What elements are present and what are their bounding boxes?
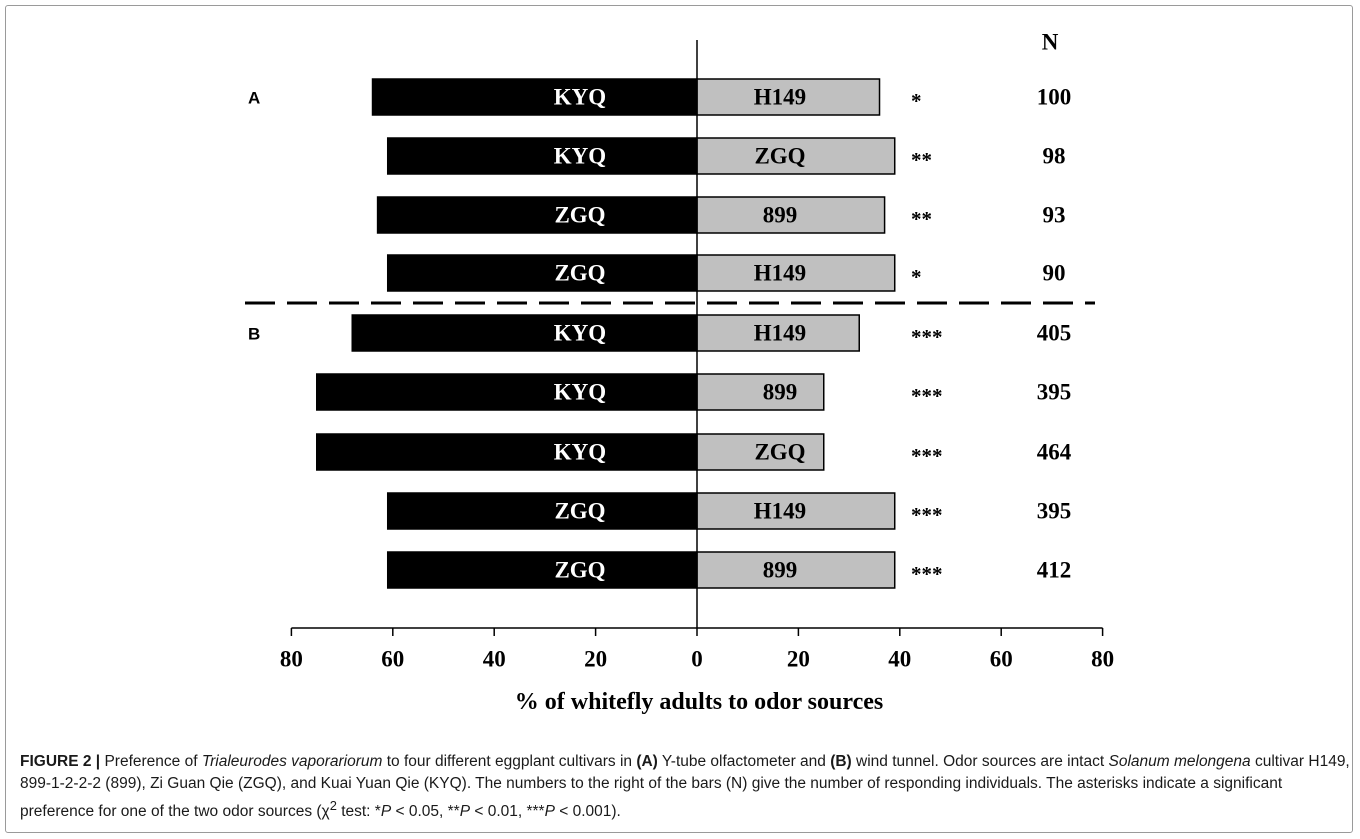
bar-right-label: H149 — [754, 85, 806, 110]
x-tick-label: 20 — [584, 647, 607, 672]
bar-left — [376, 196, 698, 234]
bar-left-label: ZGQ — [554, 261, 605, 286]
n-value: 405 — [1037, 321, 1072, 346]
bar-left — [386, 492, 698, 530]
significance-mark: * — [911, 265, 922, 289]
bar-left — [316, 373, 698, 411]
bar-left — [386, 254, 698, 292]
bar-left — [386, 551, 698, 589]
bar-left-label: KYQ — [554, 440, 606, 465]
bar-left-label: ZGQ — [554, 499, 605, 524]
significance-mark: *** — [911, 325, 943, 349]
bar-right-label: H149 — [754, 261, 806, 286]
bar-right-label: 899 — [763, 558, 798, 583]
x-tick-label: 40 — [483, 647, 506, 672]
significance-mark: ** — [911, 148, 932, 172]
n-value: 98 — [1043, 144, 1066, 169]
bar-right — [696, 196, 886, 234]
bar-right-label: 899 — [763, 380, 798, 405]
diverging-bar-chart: N A KYQ H149 * 100 KYQ ZGQ ** 98 ZGQ 899 ** 93 ZGQ H149… — [245, 30, 1114, 715]
bar-left-label: ZGQ — [554, 558, 605, 583]
n-value: 100 — [1037, 85, 1072, 110]
n-value: 93 — [1043, 203, 1066, 228]
bar-right — [696, 254, 896, 292]
x-tick-label: 60 — [990, 647, 1013, 672]
bar-right-label: 899 — [763, 203, 798, 228]
bar-left — [316, 433, 698, 471]
bar-left-label: KYQ — [554, 321, 606, 346]
significance-mark: *** — [911, 562, 943, 586]
significance-mark: *** — [911, 444, 943, 468]
significance-mark: *** — [911, 503, 943, 527]
bar-right — [696, 137, 896, 175]
significance-mark: * — [911, 89, 922, 113]
bar-left-label: ZGQ — [554, 203, 605, 228]
bar-right-label: ZGQ — [754, 144, 805, 169]
n-column-header: N — [1042, 30, 1059, 55]
bar-right — [696, 78, 881, 116]
bar-right-label: H149 — [754, 321, 806, 346]
caption-species: Trialeurodes vaporariorum — [201, 753, 383, 770]
bar-left-label: KYQ — [554, 380, 606, 405]
bar-left-label: KYQ — [554, 85, 606, 110]
n-value: 464 — [1037, 440, 1072, 465]
n-value: 395 — [1037, 499, 1072, 524]
caption-prefix: FIGURE 2 | — [20, 753, 101, 770]
x-tick-label: 60 — [381, 647, 404, 672]
n-value: 395 — [1037, 380, 1072, 405]
significance-mark: *** — [911, 384, 943, 408]
bar-left — [386, 137, 698, 175]
x-axis-label: % of whitefly adults to odor sources — [515, 689, 883, 715]
bar-right-label: ZGQ — [754, 440, 805, 465]
x-tick-label: 80 — [280, 647, 303, 672]
x-tick-label: 80 — [1091, 647, 1114, 672]
n-value: 412 — [1037, 558, 1072, 583]
figure-caption: FIGURE 2 | Preference of Trialeurodes va… — [20, 753, 1350, 821]
panel-label-b: B — [248, 325, 260, 344]
significance-mark: ** — [911, 207, 932, 231]
bar-left-label: KYQ — [554, 144, 606, 169]
bar-left — [371, 78, 698, 116]
n-value: 90 — [1043, 261, 1066, 286]
x-tick-label: 40 — [888, 647, 911, 672]
bar-right-label: H149 — [754, 499, 806, 524]
bar-left — [351, 314, 698, 352]
panel-label-a: A — [248, 89, 260, 108]
bar-right — [696, 373, 825, 411]
x-tick-label: 20 — [787, 647, 810, 672]
x-tick-label: 0 — [691, 647, 703, 672]
bar-right — [696, 433, 825, 471]
